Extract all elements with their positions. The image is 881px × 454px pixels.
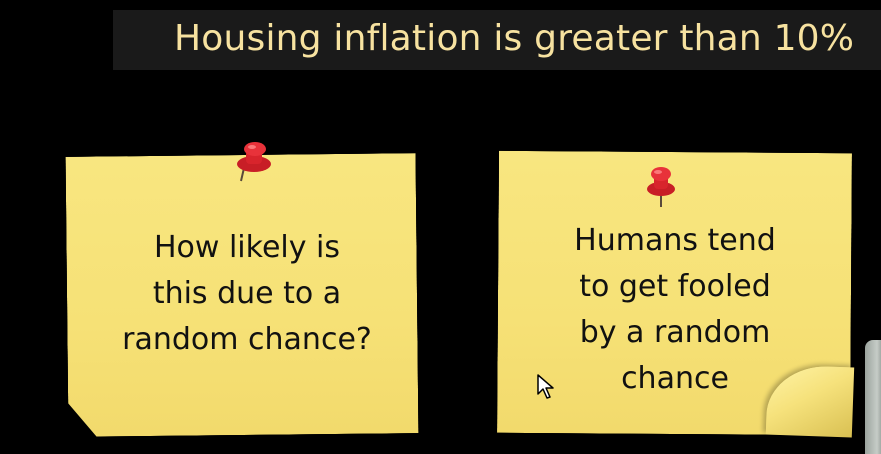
note-line: this due to a bbox=[152, 276, 342, 311]
sticky-note-right-text: Humans tend to get fooled by a random ch… bbox=[520, 218, 830, 402]
pushpin-icon bbox=[232, 138, 274, 189]
note-line: chance bbox=[621, 361, 729, 396]
title-banner bbox=[113, 10, 881, 70]
note-line: to get fooled bbox=[579, 269, 771, 304]
note-line: How likely is bbox=[153, 230, 340, 265]
note-line: random chance? bbox=[122, 322, 372, 357]
mouse-pointer-icon bbox=[537, 374, 555, 405]
sticky-note-left-text: How likely is this due to a random chanc… bbox=[67, 225, 427, 363]
pushpin-icon bbox=[640, 165, 680, 214]
side-panel-edge bbox=[865, 340, 881, 454]
note-line: by a random bbox=[579, 315, 771, 350]
slide-title: Housing inflation is greater than 10% bbox=[174, 18, 855, 59]
note-line: Humans tend bbox=[574, 223, 776, 258]
